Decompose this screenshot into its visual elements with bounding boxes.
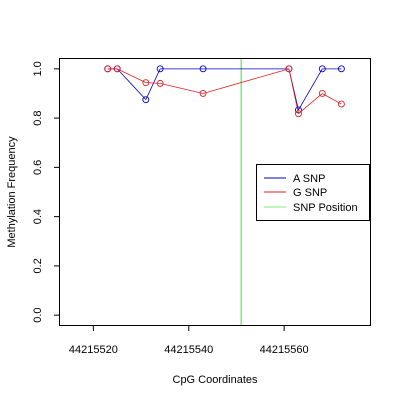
g-snp-segment	[160, 82, 204, 94]
y-axis-label: Methylation Frequency	[6, 136, 18, 248]
legend-label-g-snp: G SNP	[293, 187, 327, 199]
g-snp-point	[285, 65, 293, 73]
y-tick-label: 0.2	[32, 258, 44, 273]
y-tick-label: 0.4	[32, 209, 44, 224]
g-snp-segment	[145, 82, 161, 84]
x-tick-label: 44215540	[164, 344, 213, 356]
g-snp-segment	[298, 93, 323, 114]
g-snp-point	[199, 90, 207, 97]
a-snp-point	[156, 65, 164, 73]
x-axis: 44215520 44215540 44215560	[69, 325, 309, 356]
x-tick-label: 44215560	[260, 344, 309, 356]
legend: A SNP G SNP SNP Position	[256, 164, 370, 221]
g-snp-point	[156, 79, 164, 87]
g-snp-point	[113, 65, 121, 73]
x-tick-label: 44215520	[69, 344, 118, 356]
y-tick-label: 0.0	[32, 307, 44, 322]
y-tick-label: 1.0	[32, 61, 44, 76]
x-axis-label: CpG Coordinates	[173, 374, 258, 386]
a-snp-segment	[145, 68, 161, 100]
g-snp-segment	[202, 68, 290, 94]
y-tick-label: 0.8	[32, 110, 44, 125]
g-snp-point	[337, 100, 345, 108]
plot-layer	[104, 59, 345, 325]
g-snp-point	[104, 65, 112, 73]
g-snp-segment	[288, 68, 299, 114]
g-snp-point	[318, 90, 326, 97]
g-snp-point	[295, 110, 302, 118]
g-snp-segment	[117, 68, 147, 84]
y-axis: 0.0 0.2 0.4 0.6 0.8 1.0	[32, 61, 60, 323]
a-snp-point	[337, 65, 345, 73]
g-snp-point	[142, 79, 150, 87]
y-tick-label: 0.6	[32, 160, 44, 175]
g-snp-segment	[322, 93, 342, 105]
a-snp-point	[142, 96, 150, 104]
a-snp-segment	[116, 68, 147, 100]
a-snp-point	[199, 65, 207, 73]
legend-label-a-snp: A SNP	[293, 173, 325, 185]
a-snp-segment	[298, 68, 323, 111]
legend-label-snp-position: SNP Position	[293, 202, 358, 214]
a-snp-point	[318, 65, 326, 73]
